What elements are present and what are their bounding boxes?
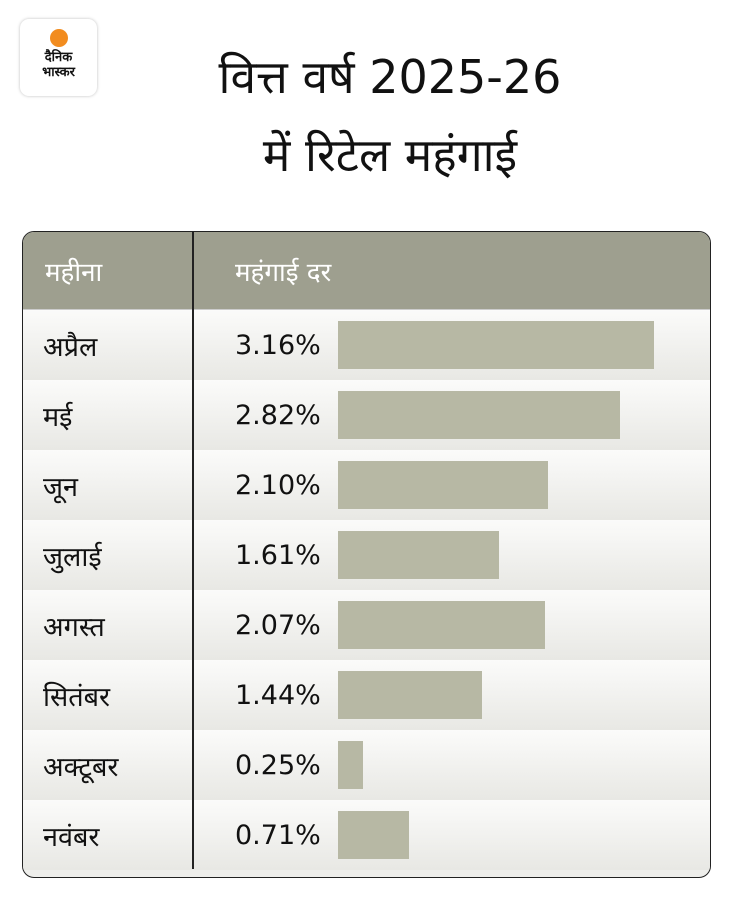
month-label: जुलाई	[43, 541, 102, 573]
sun-icon	[49, 29, 68, 47]
dainik-bhaskar-logo: दैनिक भास्कर	[20, 19, 97, 96]
header-month: महीना	[45, 257, 103, 288]
bar	[338, 391, 620, 439]
bar	[338, 741, 363, 789]
value-label: 2.82%	[235, 399, 321, 431]
month-label: अगस्त	[43, 611, 105, 643]
logo-line2: भास्कर	[42, 65, 75, 80]
bar	[338, 671, 482, 719]
table-row: नवंबर 0.71%	[23, 800, 710, 870]
table-row: जुलाई 1.61%	[23, 520, 710, 590]
month-label: जून	[43, 471, 79, 503]
month-label: मई	[43, 401, 73, 433]
month-label: अप्रैल	[43, 331, 98, 363]
title-line2: में रिटेल महंगाई	[262, 128, 518, 182]
table-row: अप्रैल 3.16%	[23, 310, 710, 380]
value-label: 0.25%	[235, 749, 321, 781]
inflation-table: महीना महंगाई दर अप्रैल 3.16% मई 2.82% जून 2.1…	[22, 231, 711, 878]
title-line1: वित्त वर्ष 2025-26	[218, 50, 562, 104]
table-row: अक्टूबर 0.25%	[23, 730, 710, 800]
month-label: नवंबर	[43, 821, 100, 853]
value-label: 1.61%	[235, 539, 321, 571]
bar	[338, 811, 409, 859]
bar	[338, 531, 499, 579]
month-label: अक्टूबर	[43, 751, 119, 783]
bar	[338, 601, 545, 649]
header-rate: महंगाई दर	[235, 257, 332, 288]
table-row: सितंबर 1.44%	[23, 660, 710, 730]
value-label: 2.07%	[235, 609, 321, 641]
bar	[338, 321, 654, 369]
value-label: 1.44%	[235, 679, 321, 711]
value-label: 0.71%	[235, 819, 321, 851]
table-header: महीना महंगाई दर	[23, 232, 710, 310]
logo-line1: दैनिक	[44, 50, 73, 65]
column-divider	[192, 232, 194, 869]
month-label: सितंबर	[43, 681, 111, 713]
chart-title: वित्त वर्ष 2025-26 में रिटेल महंगाई	[110, 38, 670, 194]
table-row: जून 2.10%	[23, 450, 710, 520]
value-label: 3.16%	[235, 329, 321, 361]
table-row: अगस्त 2.07%	[23, 590, 710, 660]
table-row: मई 2.82%	[23, 380, 710, 450]
bar	[338, 461, 548, 509]
value-label: 2.10%	[235, 469, 321, 501]
